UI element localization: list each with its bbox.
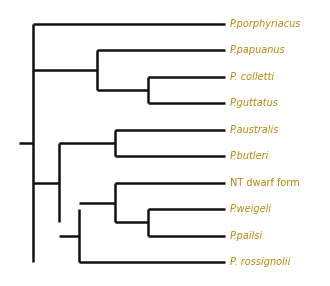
Text: P.pailsi: P.pailsi xyxy=(230,231,263,241)
Text: P.butleri: P.butleri xyxy=(230,151,270,161)
Text: P.porphyriacus: P.porphyriacus xyxy=(230,19,302,29)
Text: P.papuanus: P.papuanus xyxy=(230,45,286,55)
Text: NT dwarf form: NT dwarf form xyxy=(230,178,300,188)
Text: P. rossignolii: P. rossignolii xyxy=(230,257,290,267)
Text: P.australis: P.australis xyxy=(230,125,280,135)
Text: P.guttatus: P.guttatus xyxy=(230,98,279,108)
Text: P. colletti: P. colletti xyxy=(230,72,274,82)
Text: P.weigeli: P.weigeli xyxy=(230,204,272,214)
